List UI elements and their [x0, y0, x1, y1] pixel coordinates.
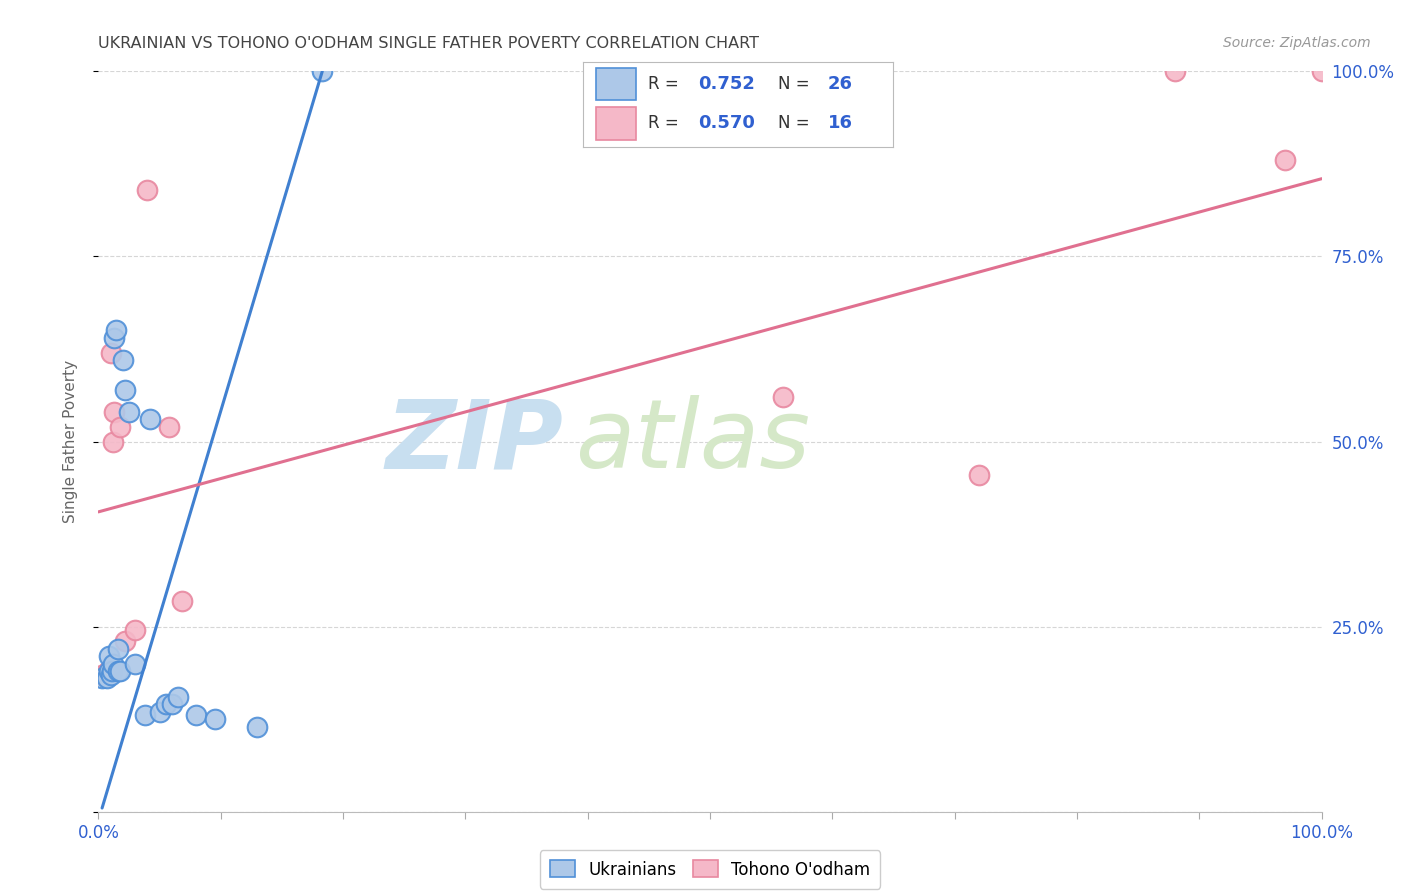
Point: [772, 390, 794, 404]
Point: [91, 667, 114, 681]
Text: atlas: atlas: [575, 395, 810, 488]
FancyBboxPatch shape: [596, 107, 636, 139]
FancyBboxPatch shape: [596, 68, 636, 100]
Point: [110, 419, 132, 434]
Point: [107, 641, 129, 656]
Text: 0.570: 0.570: [697, 114, 755, 132]
Text: N =: N =: [779, 114, 815, 132]
Point: [104, 324, 127, 338]
Point: [110, 664, 132, 678]
Point: [101, 434, 124, 449]
Point: [91, 672, 114, 686]
Point: [186, 708, 208, 723]
Point: [114, 383, 136, 397]
Point: [98, 664, 121, 678]
Point: [107, 664, 129, 678]
Text: R =: R =: [648, 114, 685, 132]
Y-axis label: Single Father Poverty: Single Father Poverty: [63, 360, 77, 523]
Point: [124, 657, 146, 671]
Point: [100, 345, 122, 359]
Text: Source: ZipAtlas.com: Source: ZipAtlas.com: [1223, 36, 1371, 50]
Point: [167, 690, 190, 704]
Point: [170, 593, 193, 607]
Point: [967, 467, 990, 482]
Point: [157, 419, 180, 434]
Text: 16: 16: [828, 114, 853, 132]
Point: [96, 672, 118, 686]
Point: [136, 183, 159, 197]
Point: [101, 664, 124, 678]
Text: N =: N =: [779, 75, 815, 93]
Point: [204, 712, 226, 726]
Point: [100, 667, 122, 681]
Point: [111, 353, 134, 368]
Text: 26: 26: [828, 75, 853, 93]
Text: ZIP: ZIP: [385, 395, 564, 488]
Point: [160, 698, 183, 712]
Point: [139, 412, 162, 426]
Point: [149, 705, 172, 719]
Point: [134, 708, 156, 723]
Point: [103, 405, 125, 419]
Point: [1310, 64, 1333, 78]
Point: [98, 649, 121, 664]
Legend: Ukrainians, Tohono O'odham: Ukrainians, Tohono O'odham: [540, 850, 880, 888]
Point: [114, 634, 136, 648]
Point: [97, 664, 120, 678]
Text: R =: R =: [648, 75, 685, 93]
Point: [103, 331, 125, 345]
Point: [246, 720, 269, 734]
Point: [118, 405, 141, 419]
Point: [101, 657, 124, 671]
Point: [311, 64, 333, 78]
Point: [155, 698, 177, 712]
Point: [1164, 64, 1187, 78]
Point: [124, 624, 146, 638]
Text: UKRAINIAN VS TOHONO O'ODHAM SINGLE FATHER POVERTY CORRELATION CHART: UKRAINIAN VS TOHONO O'ODHAM SINGLE FATHE…: [98, 36, 759, 51]
Text: 0.752: 0.752: [697, 75, 755, 93]
Point: [1274, 153, 1296, 168]
